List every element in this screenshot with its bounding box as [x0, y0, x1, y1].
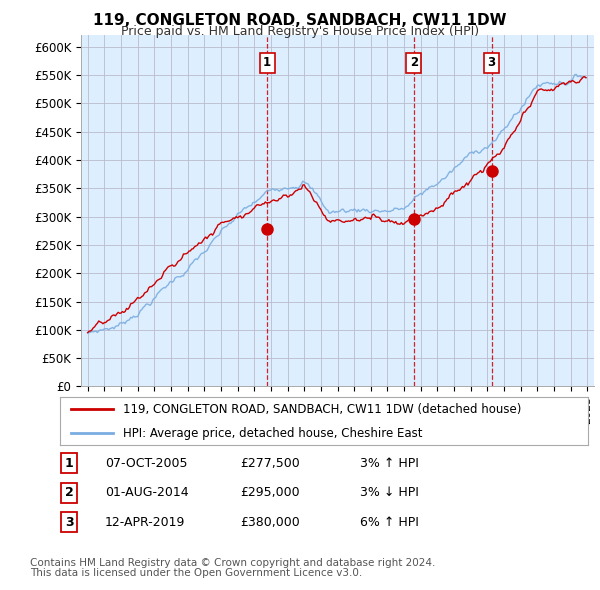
Text: HPI: Average price, detached house, Cheshire East: HPI: Average price, detached house, Ches…: [124, 427, 423, 440]
Text: 3% ↑ HPI: 3% ↑ HPI: [360, 457, 419, 470]
Text: 6% ↑ HPI: 6% ↑ HPI: [360, 516, 419, 529]
Text: 2: 2: [410, 56, 418, 69]
Text: £277,500: £277,500: [240, 457, 300, 470]
Text: Contains HM Land Registry data © Crown copyright and database right 2024.: Contains HM Land Registry data © Crown c…: [30, 558, 436, 568]
Text: 119, CONGLETON ROAD, SANDBACH, CW11 1DW: 119, CONGLETON ROAD, SANDBACH, CW11 1DW: [93, 13, 507, 28]
Text: 1: 1: [65, 457, 73, 470]
Text: £295,000: £295,000: [240, 486, 299, 499]
Text: 119, CONGLETON ROAD, SANDBACH, CW11 1DW (detached house): 119, CONGLETON ROAD, SANDBACH, CW11 1DW …: [124, 402, 522, 416]
Text: Price paid vs. HM Land Registry's House Price Index (HPI): Price paid vs. HM Land Registry's House …: [121, 25, 479, 38]
Text: 1: 1: [263, 56, 271, 69]
Text: 3% ↓ HPI: 3% ↓ HPI: [360, 486, 419, 499]
Text: 01-AUG-2014: 01-AUG-2014: [105, 486, 188, 499]
Text: 3: 3: [65, 516, 73, 529]
Text: £380,000: £380,000: [240, 516, 300, 529]
Text: 3: 3: [488, 56, 496, 69]
Text: This data is licensed under the Open Government Licence v3.0.: This data is licensed under the Open Gov…: [30, 568, 362, 578]
Text: 2: 2: [65, 486, 73, 499]
Text: 12-APR-2019: 12-APR-2019: [105, 516, 185, 529]
Text: 07-OCT-2005: 07-OCT-2005: [105, 457, 187, 470]
